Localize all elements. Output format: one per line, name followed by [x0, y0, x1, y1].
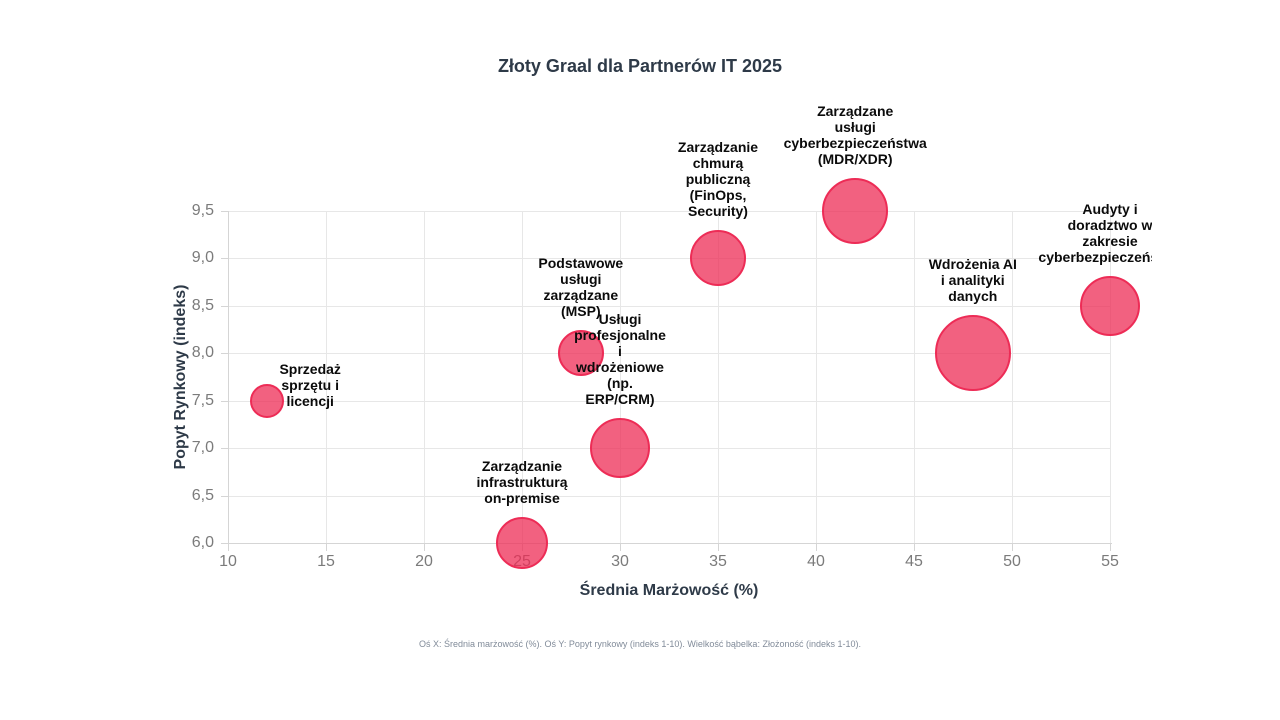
gridline-vertical	[1012, 211, 1013, 543]
gridline-horizontal	[228, 495, 1110, 497]
y-axis-tick	[221, 448, 228, 450]
y-axis-title: Popyt Rynkowy (indeks)	[172, 284, 189, 470]
y-axis-line	[228, 211, 229, 543]
y-tick-label: 6,5	[191, 486, 214, 504]
bubble-label: Zarządzanie chmurą publiczną (FinOps, Se…	[677, 139, 759, 220]
y-tick-label: 8,0	[191, 344, 214, 362]
y-tick-label: 9,5	[191, 202, 214, 219]
y-axis-tick	[221, 400, 228, 402]
chart-bubble[interactable]	[822, 178, 889, 244]
gridline-vertical	[522, 211, 523, 543]
y-tick-label: 7,0	[191, 439, 214, 457]
gridline-vertical	[718, 211, 719, 543]
x-tick-label: 10	[219, 553, 237, 570]
y-axis-tick	[221, 495, 228, 497]
x-tick-label: 30	[611, 553, 629, 570]
bubble-label: Sprzedaż sprzętu i licencji	[279, 361, 341, 409]
y-axis-tick	[221, 211, 228, 212]
chart-bubble[interactable]	[690, 230, 746, 287]
chart-bubble[interactable]	[250, 383, 285, 418]
bubble-label: Zarządzane usługi cyberbezpieczeństwa (M…	[783, 103, 927, 167]
x-axis-tick	[718, 543, 719, 551]
gridline-horizontal	[228, 353, 1110, 355]
chart-bubble[interactable]	[496, 517, 548, 569]
x-tick-label: 35	[709, 553, 727, 570]
chart-bubble[interactable]	[934, 315, 1011, 392]
y-axis-tick	[221, 543, 228, 544]
gridline-vertical	[424, 211, 425, 543]
gridline-horizontal	[228, 258, 1110, 260]
gridline-vertical	[620, 211, 621, 543]
bubble-label: Wdrożenia AI i analityki danych	[928, 256, 1017, 305]
x-tick-label: 55	[1101, 553, 1119, 570]
y-axis-tick	[221, 305, 228, 307]
x-axis-tick	[424, 543, 425, 551]
x-tick-label: 40	[807, 553, 825, 570]
bubble-label: Usługi profesjonalne i wdrożeniowe (np. …	[574, 311, 666, 408]
gridline-vertical	[816, 211, 817, 543]
gridline-horizontal	[228, 305, 1110, 307]
x-axis-tick	[326, 543, 327, 551]
gridline-vertical	[1110, 211, 1111, 543]
gridline-horizontal	[228, 400, 1110, 402]
y-axis-tick	[221, 353, 228, 355]
y-tick-label: 9,0	[191, 249, 214, 267]
gridline-vertical	[326, 211, 327, 543]
bubble-label: Zarządzanie infrastrukturą on-premise	[476, 458, 568, 506]
x-tick-label: 50	[1003, 553, 1021, 570]
x-tick-label: 45	[905, 553, 923, 570]
x-axis-tick	[620, 543, 621, 551]
bubble-label: Audyty i doradztwo w zakresie cyberbezpi…	[1038, 200, 1152, 265]
x-axis-tick	[1012, 543, 1013, 551]
y-tick-label: 6,0	[191, 534, 214, 551]
x-axis-line	[228, 543, 1112, 544]
x-tick-label: 20	[415, 553, 433, 570]
chart-title: Złoty Graal dla Partnerów IT 2025	[497, 56, 783, 76]
x-axis-tick	[914, 543, 915, 551]
x-axis-title: Średnia Marżowość (%)	[579, 582, 759, 599]
x-axis-tick	[1110, 543, 1111, 551]
x-tick-label: 15	[317, 553, 335, 570]
chart-bubble[interactable]	[1080, 275, 1140, 336]
y-axis-tick	[221, 258, 228, 260]
x-axis-tick	[816, 543, 817, 551]
y-tick-label: 7,5	[191, 391, 214, 409]
gridline-vertical	[914, 211, 915, 543]
plot-area: 101520253035404550556,06,57,07,58,08,59,…	[191, 103, 1152, 570]
gridline-horizontal	[228, 448, 1110, 450]
bubble-label: Podstawowe usługi zarządzane (MSP)	[538, 255, 624, 320]
x-axis-tick	[228, 543, 229, 551]
y-tick-label: 8,5	[191, 296, 214, 314]
chart-bubble[interactable]	[557, 330, 604, 377]
chart-footnote: Oś X: Średnia marżowość (%). Oś Y: Popyt…	[418, 639, 861, 649]
chart-bubble[interactable]	[590, 418, 650, 479]
gridline-horizontal	[228, 211, 1110, 212]
